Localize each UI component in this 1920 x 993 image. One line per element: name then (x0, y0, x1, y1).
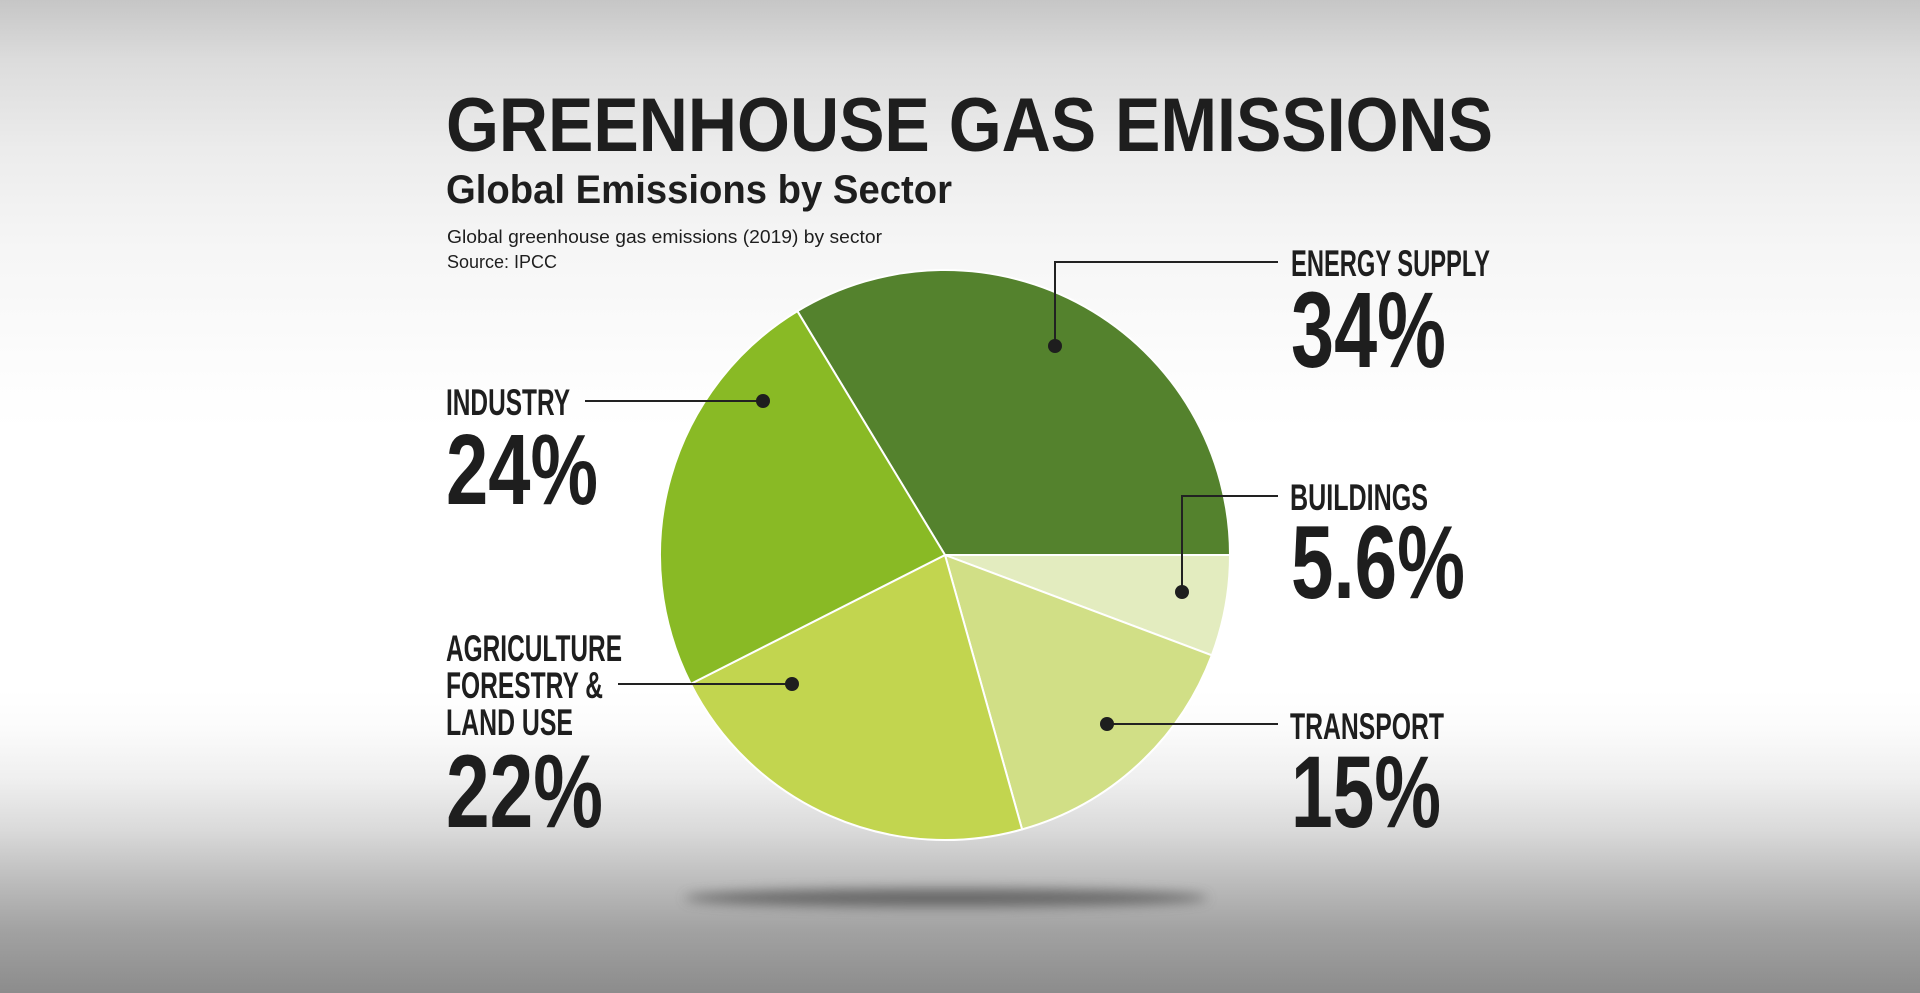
label-agriculture-line1: AGRICULTURE (446, 628, 622, 669)
leader-buildings (1175, 495, 1278, 599)
label-agriculture-line2: FORESTRY & (446, 665, 603, 706)
marker-dot-icon (1100, 717, 1114, 731)
value-buildings: 5.6% (1291, 505, 1465, 621)
label-agriculture-line3: LAND USE (446, 702, 573, 743)
label-energy-supply: ENERGY SUPPLY (1291, 243, 1490, 284)
chart-description: Global greenhouse gas emissions (2019) b… (447, 227, 882, 247)
label-buildings: BUILDINGS (1290, 477, 1428, 518)
slice-energy-supply (796, 269, 1231, 556)
marker-dot-icon (1048, 339, 1062, 353)
leader-energy (1048, 261, 1278, 353)
slice-industry (659, 310, 946, 685)
value-industry: 24% (446, 414, 598, 526)
pie-chart (659, 269, 1232, 841)
value-energy-supply: 34% (1291, 269, 1446, 390)
leader-transport (1100, 717, 1278, 731)
chart-title: GREENHOUSE GAS EMISSIONS (446, 83, 1493, 168)
leader-industry (585, 394, 770, 408)
label-transport: TRANSPORT (1290, 706, 1444, 747)
slice-transport (944, 554, 1213, 831)
slice-agriculture (689, 554, 1024, 841)
label-industry: INDUSTRY (446, 382, 570, 423)
value-agriculture: 22% (446, 734, 603, 850)
marker-dot-icon (1175, 585, 1189, 599)
marker-dot-icon (785, 677, 799, 691)
marker-dot-icon (756, 394, 770, 408)
value-transport: 15% (1291, 735, 1441, 849)
pie-shadow (684, 889, 1208, 907)
chart-subtitle: Global Emissions by Sector (446, 168, 952, 212)
leader-agriculture (618, 677, 799, 691)
chart-source: Source: IPCC (447, 252, 557, 272)
